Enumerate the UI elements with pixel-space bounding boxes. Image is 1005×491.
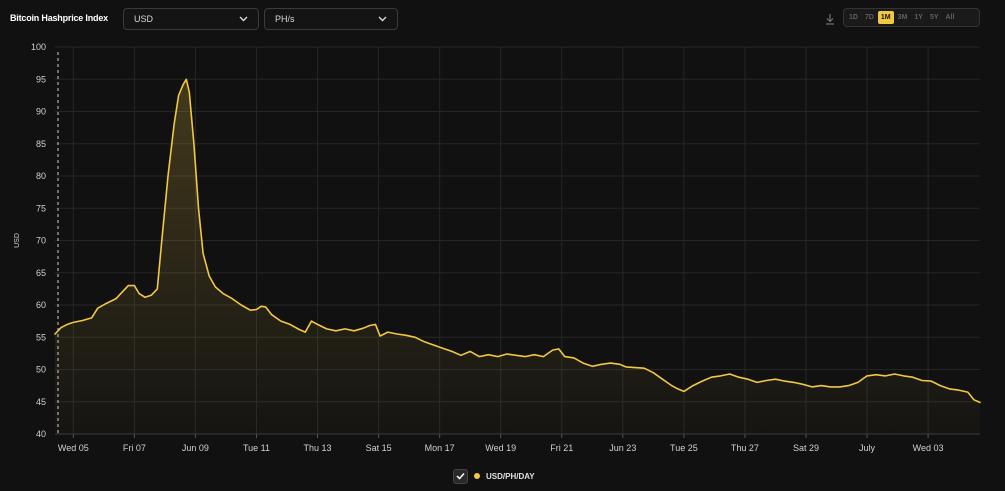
y-tick-label: 55 — [36, 332, 46, 342]
x-tick-label: Sat 15 — [366, 443, 392, 453]
y-tick-label: 70 — [36, 236, 46, 246]
y-tick-label: 80 — [36, 171, 46, 181]
y-axis-label: USD — [14, 233, 21, 248]
y-tick-label: 85 — [36, 139, 46, 149]
unit-select[interactable]: PH/s — [264, 8, 398, 30]
range-button-1m[interactable]: 1M — [877, 11, 894, 24]
range-button-3m[interactable]: 3M — [897, 14, 908, 21]
time-range-selector: 1D 7D 1M 3M 1Y 5Y All — [843, 8, 980, 27]
range-button-1y[interactable]: 1Y — [914, 14, 923, 21]
range-button-5y[interactable]: 5Y — [929, 14, 939, 21]
range-button-all[interactable]: All — [945, 14, 955, 21]
legend-color-dot — [474, 473, 480, 479]
y-tick-label: 90 — [36, 107, 46, 117]
x-tick-label: Wed 03 — [913, 443, 944, 453]
y-tick-label: 75 — [36, 203, 46, 213]
x-tick-label: Fri 21 — [550, 443, 573, 453]
y-tick-label: 95 — [36, 74, 46, 84]
y-tick-label: 40 — [36, 429, 46, 439]
y-tick-label: 50 — [36, 365, 46, 375]
currency-select-value: USD — [134, 14, 154, 24]
x-tick-label: Tue 11 — [243, 443, 270, 453]
x-tick-label: Wed 05 — [58, 443, 89, 453]
unit-select-value: PH/s — [275, 14, 295, 24]
x-tick-label: Tue 25 — [670, 443, 698, 453]
y-tick-label: 65 — [36, 268, 46, 278]
range-button-1d[interactable]: 1D — [849, 14, 858, 21]
x-tick-label: Thu 27 — [731, 443, 759, 453]
legend-checkbox[interactable] — [453, 468, 468, 484]
download-icon[interactable] — [823, 12, 837, 26]
currency-select[interactable]: USD — [123, 8, 259, 30]
page-title: Bitcoin Hashprice Index — [10, 13, 108, 23]
x-tick-label: Jun 23 — [609, 443, 636, 453]
legend-label: USD/PH/DAY — [486, 471, 535, 481]
x-tick-label: Fri 07 — [123, 443, 146, 453]
x-tick-label: Wed 19 — [485, 443, 516, 453]
legend-item[interactable]: USD/PH/DAY — [453, 467, 535, 485]
chevron-down-icon — [238, 14, 248, 24]
x-tick-label: July — [859, 443, 876, 453]
x-tick-label: Sat 29 — [793, 443, 819, 453]
y-tick-label: 45 — [36, 397, 46, 407]
series-line-0 — [54, 78, 981, 404]
x-tick-label: Thu 13 — [304, 443, 332, 453]
y-tick-label: 60 — [36, 300, 46, 310]
x-tick-label: Mon 17 — [425, 443, 455, 453]
y-tick-label: 100 — [31, 42, 46, 52]
series-area-0 — [55, 79, 980, 435]
x-tick-label: Jun 09 — [182, 443, 209, 453]
range-button-7d[interactable]: 7D — [864, 14, 874, 21]
chevron-down-icon — [377, 14, 387, 24]
